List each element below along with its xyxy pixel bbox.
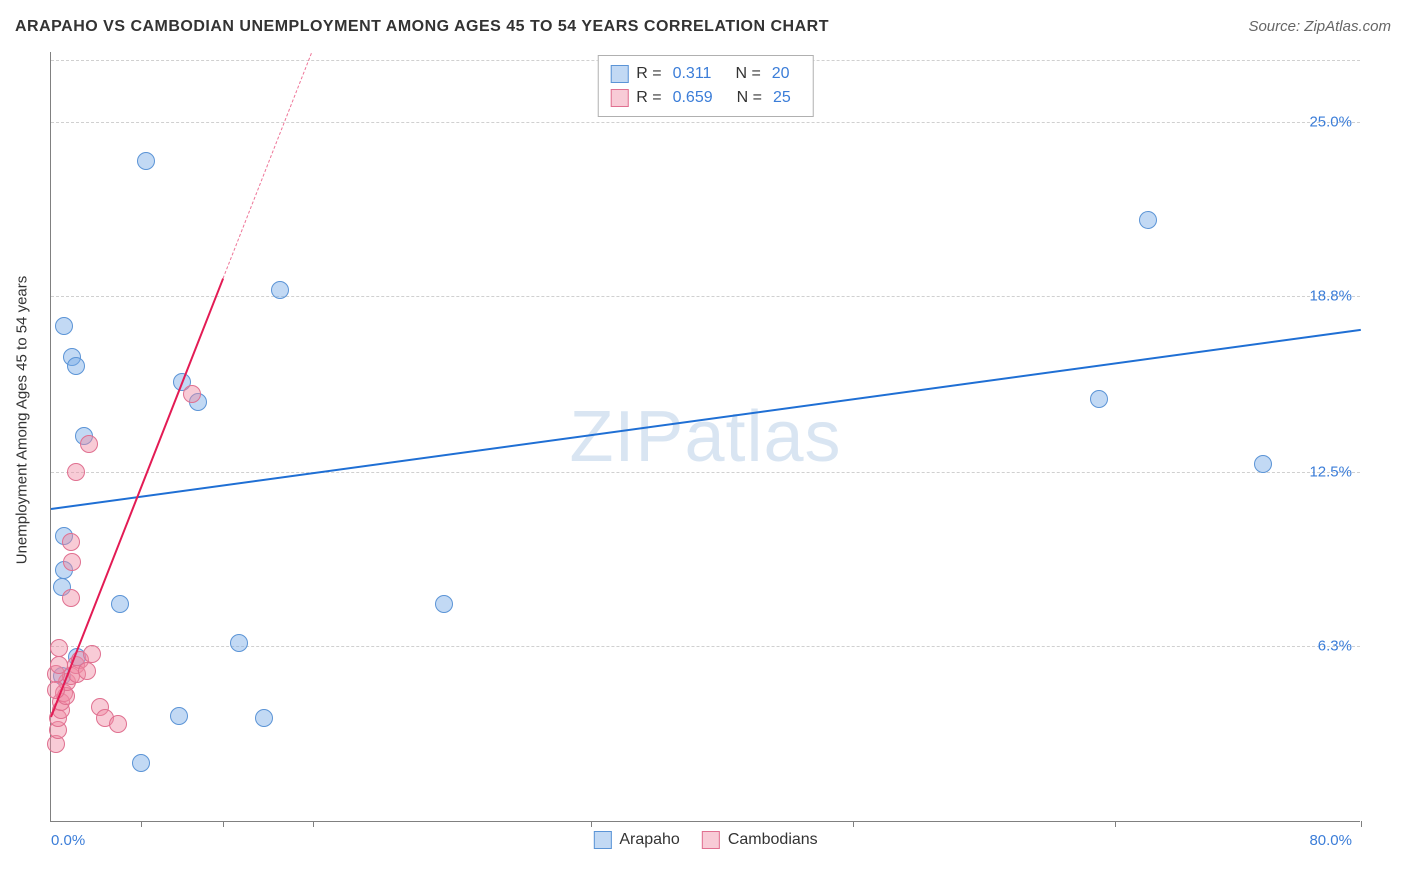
x-axis-max-label: 80.0%	[1309, 832, 1352, 849]
data-point	[137, 152, 155, 170]
legend-stat-row: R = 0.311 N = 20	[610, 62, 801, 86]
gridline	[51, 122, 1360, 123]
legend-label: Arapaho	[619, 831, 680, 849]
data-point	[62, 589, 80, 607]
data-point	[255, 709, 273, 727]
data-point	[230, 634, 248, 652]
x-tick	[141, 821, 142, 827]
y-tick-label: 25.0%	[1309, 114, 1352, 131]
trendline	[50, 278, 224, 717]
trendline	[51, 329, 1361, 510]
legend-swatch	[610, 65, 628, 83]
watermark-thin: atlas	[684, 397, 841, 477]
data-point	[67, 357, 85, 375]
data-point	[83, 645, 101, 663]
legend-swatch	[593, 831, 611, 849]
chart-header: ARAPAHO VS CAMBODIAN UNEMPLOYMENT AMONG …	[15, 18, 1391, 36]
r-label: R =	[636, 62, 661, 86]
data-point	[183, 385, 201, 403]
n-value: 25	[773, 86, 791, 110]
data-point	[271, 281, 289, 299]
legend-item: Cambodians	[702, 831, 818, 849]
data-point	[111, 595, 129, 613]
gridline	[51, 296, 1360, 297]
watermark: ZIPatlas	[569, 396, 841, 478]
gridline	[51, 472, 1360, 473]
data-point	[50, 639, 68, 657]
x-tick	[1115, 821, 1116, 827]
data-point	[67, 463, 85, 481]
data-point	[55, 317, 73, 335]
data-point	[170, 707, 188, 725]
data-point	[80, 435, 98, 453]
data-point	[50, 656, 68, 674]
legend-swatch	[610, 89, 628, 107]
r-label: R =	[636, 86, 661, 110]
plot-area: ZIPatlas R =0.311N =20R =0.659N =25 0.0%…	[50, 52, 1360, 822]
data-point	[132, 754, 150, 772]
chart-source: Source: ZipAtlas.com	[1248, 18, 1391, 35]
data-point	[1254, 455, 1272, 473]
data-point	[435, 595, 453, 613]
n-value: 20	[772, 62, 790, 86]
y-tick-label: 18.8%	[1309, 287, 1352, 304]
legend-label: Cambodians	[728, 831, 818, 849]
legend-swatch	[702, 831, 720, 849]
x-tick	[313, 821, 314, 827]
y-tick-label: 12.5%	[1309, 464, 1352, 481]
n-label: N =	[735, 62, 760, 86]
n-label: N =	[737, 86, 762, 110]
legend-stats: R = 0.311 N = 20 R = 0.659 N = 25	[597, 55, 814, 117]
x-tick	[1361, 821, 1362, 827]
r-value: 0.311	[673, 62, 712, 86]
x-tick	[223, 821, 224, 827]
legend-series: Arapaho Cambodians	[593, 831, 817, 849]
data-point	[62, 533, 80, 551]
data-point	[63, 553, 81, 571]
data-point	[1090, 390, 1108, 408]
legend-item: Arapaho	[593, 831, 680, 849]
x-tick	[853, 821, 854, 827]
legend-stat-row: R = 0.659 N = 25	[610, 86, 801, 110]
data-point	[109, 715, 127, 733]
r-value: 0.659	[673, 86, 713, 110]
y-axis-title: Unemployment Among Ages 45 to 54 years	[14, 276, 31, 565]
data-point	[78, 662, 96, 680]
x-axis-min-label: 0.0%	[51, 832, 85, 849]
chart-title: ARAPAHO VS CAMBODIAN UNEMPLOYMENT AMONG …	[15, 18, 829, 36]
trendline-extrapolated	[222, 52, 311, 278]
data-point	[1139, 211, 1157, 229]
y-tick-label: 6.3%	[1318, 637, 1352, 654]
x-tick	[591, 821, 592, 827]
